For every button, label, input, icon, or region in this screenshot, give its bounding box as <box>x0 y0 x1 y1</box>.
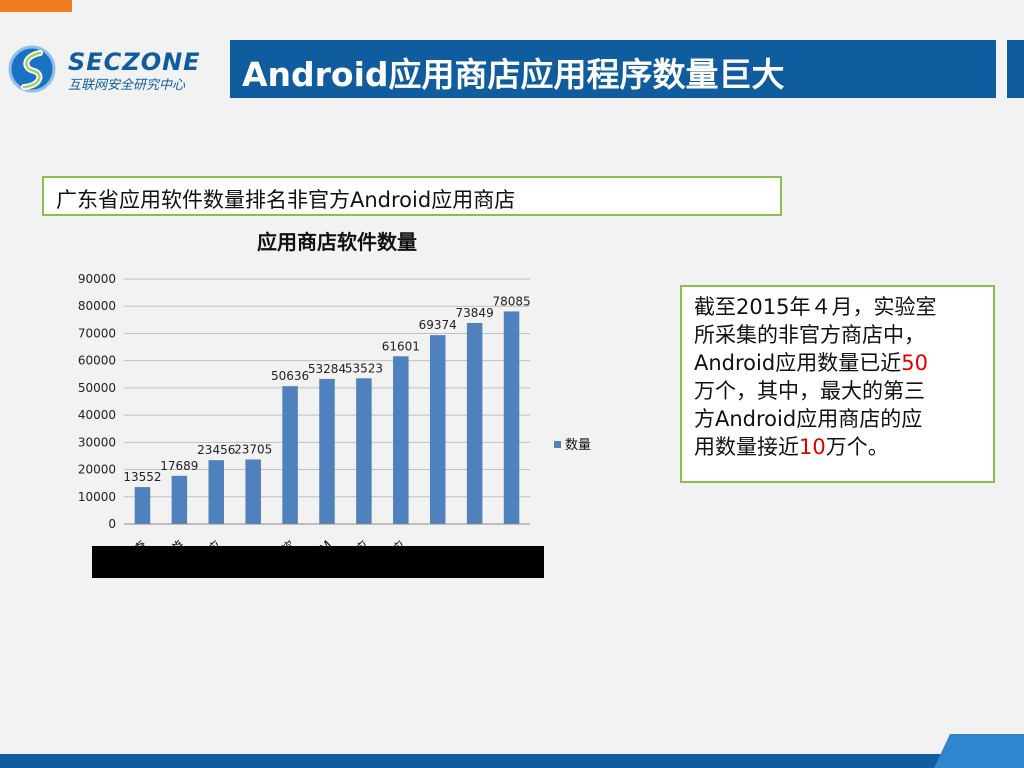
bar-value-label: 69374 <box>419 318 457 332</box>
info-line-1: 截至2015年４月，实验室 <box>694 295 937 319</box>
redaction-bar <box>92 546 544 578</box>
info-line-6: 用数量接近10万个。 <box>694 433 983 461</box>
bar-value-label: 23705 <box>234 442 272 456</box>
info-line-6-text: 用数量接近 <box>694 435 799 459</box>
info-highlight-50: 50 <box>901 351 928 375</box>
title-bar-end <box>1007 40 1024 98</box>
y-tick-label: 60000 <box>78 354 116 368</box>
y-tick-label: 90000 <box>78 272 116 286</box>
bar-value-label: 50636 <box>271 369 309 383</box>
logo-brand-text: SECZONE <box>68 48 201 76</box>
info-line-4: 万个，其中，最大的第三 <box>694 379 925 403</box>
title-bar: Android应用商店应用程序数量巨大 <box>230 40 996 98</box>
legend-label: 数量 <box>565 438 591 453</box>
bar-value-label: 61601 <box>382 339 420 353</box>
page-title: Android应用商店应用程序数量巨大 <box>242 55 785 94</box>
bar-value-label: 53284 <box>308 362 346 376</box>
seczone-logo: SECZONE 互联网安全研究中心 <box>6 44 216 94</box>
bar <box>429 335 446 524</box>
info-line-5: 方Android应用商店的应 <box>694 407 923 431</box>
footer-band <box>0 754 1024 768</box>
y-tick-label: 50000 <box>78 381 116 395</box>
bar <box>393 356 409 524</box>
bar <box>282 386 298 524</box>
app-store-bar-chart: 应用商店软件数量 0 10000 20000 30000 40000 50000 60000 7… <box>60 225 620 609</box>
y-tick-label: 30000 <box>78 435 116 449</box>
footer-corner <box>934 734 1024 768</box>
y-tick-label: 40000 <box>78 408 116 422</box>
bar <box>134 487 151 524</box>
logo-subtitle: 互联网安全研究中心 <box>68 78 186 93</box>
y-tick-label: 70000 <box>78 326 116 340</box>
top-accent-bar <box>0 0 72 12</box>
bar <box>319 378 335 524</box>
bar <box>466 322 483 524</box>
bar <box>503 311 520 524</box>
info-highlight-10: 10 <box>799 435 826 459</box>
y-tick-label: 10000 <box>78 490 116 504</box>
bar-value-label: 17689 <box>160 459 198 473</box>
bar <box>245 459 261 524</box>
info-line-2: 所采集的非官方商店中， <box>694 323 925 347</box>
bar-value-label: 73849 <box>456 306 494 320</box>
seczone-logo-icon <box>8 45 56 93</box>
bar <box>171 475 188 524</box>
bar-value-label: 53523 <box>345 361 383 375</box>
bar <box>208 460 225 524</box>
info-line-6-end: 万个。 <box>825 435 889 459</box>
chart-title: 应用商店软件数量 <box>257 230 417 254</box>
bar-value-label: 13552 <box>123 470 161 484</box>
info-box: 截至2015年４月，实验室 所采集的非官方商店中， Android应用数量已近5… <box>680 285 995 483</box>
subtitle-box: 广东省应用软件数量排名非官方Android应用商店 <box>42 176 782 216</box>
bar-value-label: 78085 <box>492 294 530 308</box>
chart-svg: 应用商店软件数量 0 10000 20000 30000 40000 50000 60000 7… <box>78 230 591 581</box>
info-line-3-text: Android应用数量已近 <box>694 351 902 375</box>
y-tick-label: 0 <box>108 517 116 531</box>
y-tick-label: 20000 <box>78 463 116 477</box>
bar-value-label: 23456 <box>197 443 235 457</box>
legend-swatch <box>554 441 561 448</box>
info-line-3: Android应用数量已近50 <box>694 349 983 377</box>
y-tick-label: 80000 <box>78 299 116 313</box>
bar <box>356 378 372 524</box>
